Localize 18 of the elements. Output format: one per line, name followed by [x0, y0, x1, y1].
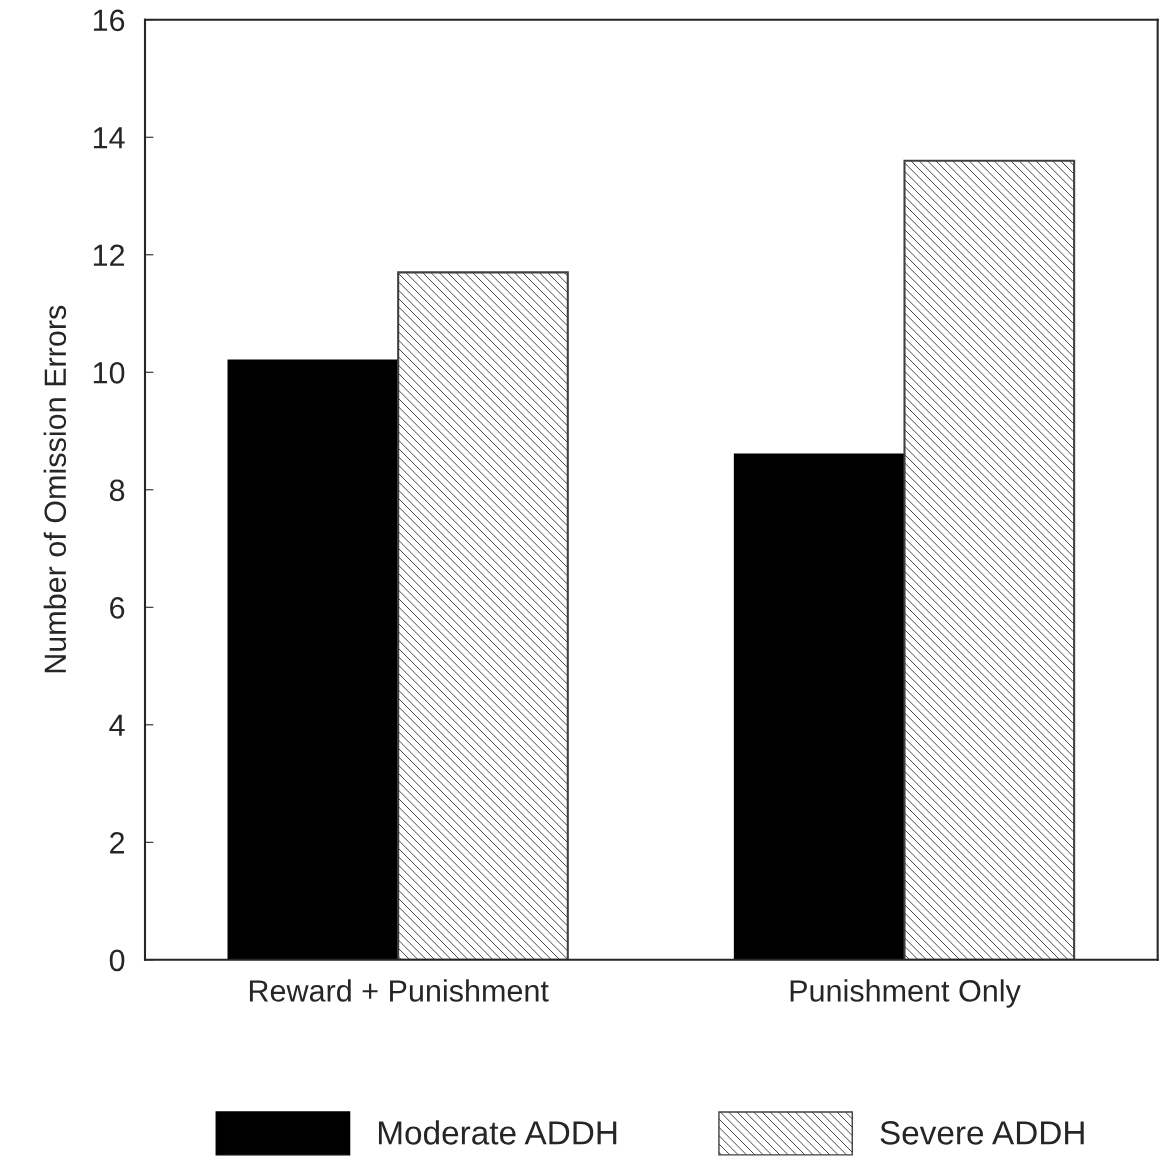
legend-label: Moderate ADDH — [378, 1120, 617, 1145]
legend-label: Severe ADDH — [880, 1121, 1084, 1145]
y-tick-label: 8 — [109, 479, 125, 502]
y-tick-label: 10 — [93, 362, 125, 384]
y-axis-title: Number of Omission Errors — [43, 305, 67, 673]
bar — [733, 453, 906, 960]
bar — [227, 359, 400, 960]
y-tick-label: 4 — [109, 714, 125, 736]
y-tick-label: 16 — [93, 9, 125, 32]
x-tick-label: Reward + Punishment — [249, 979, 549, 1002]
x-tick-label: Punishment Only — [790, 979, 1021, 1008]
y-tick-label: 0 — [109, 949, 125, 972]
y-tick-label: 6 — [110, 597, 125, 619]
y-tick-label: 12 — [93, 244, 125, 266]
bar — [397, 271, 569, 960]
bar — [903, 159, 1076, 960]
y-tick-label: 14 — [93, 127, 125, 149]
y-tick-label: 2 — [110, 832, 125, 854]
